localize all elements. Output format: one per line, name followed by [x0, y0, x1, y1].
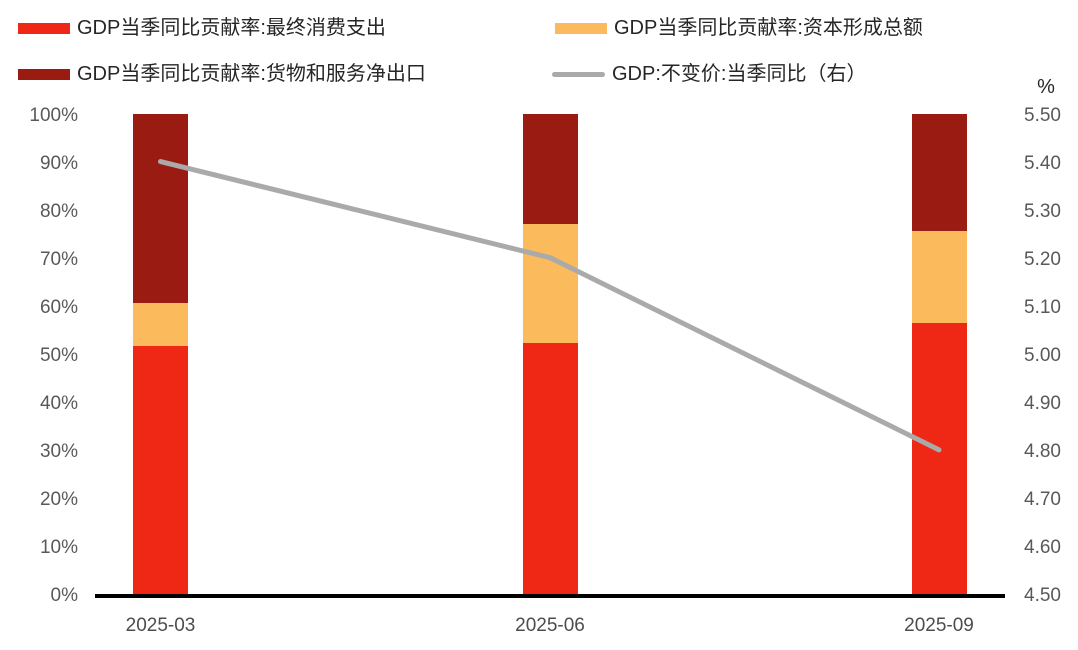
legend-item-gdp-line: GDP:不变价:当季同比（右） [552, 63, 866, 85]
legend-item-capital-formation: GDP当季同比贡献率:资本形成总额 [555, 17, 923, 39]
right-axis-tick: 5.20 [1024, 248, 1061, 270]
left-axis-tick: 80% [39, 200, 78, 222]
right-axis-tick: 5.10 [1024, 296, 1061, 318]
left-axis-tick: 10% [39, 536, 78, 558]
right-axis-tick: 4.70 [1024, 488, 1061, 510]
left-axis-tick: 100% [29, 104, 78, 126]
legend-label-gdp-line: GDP:不变价:当季同比（右） [612, 63, 867, 85]
bar-segment-2025-09 [911, 113, 967, 231]
left-axis-tick: 60% [39, 296, 78, 318]
bar-segment-2025-09 [911, 230, 967, 323]
bar-segment-2025-06 [522, 342, 578, 594]
left-axis-tick: 70% [39, 248, 78, 270]
legend-label-net-exports: GDP当季同比贡献率:货物和服务净出口 [77, 63, 426, 85]
left-axis-tick: 40% [39, 392, 78, 414]
bar-segment-2025-06 [522, 224, 578, 343]
x-axis-label-2025-03: 2025-03 [125, 615, 196, 636]
right-axis-tick: 4.90 [1024, 392, 1061, 414]
bar-segment-2025-06 [522, 113, 578, 224]
right-axis-tick: 4.50 [1024, 585, 1061, 606]
right-axis-tick: 5.40 [1024, 152, 1061, 174]
capital-formation-swatch-icon [555, 22, 607, 34]
legend-item-consumption: GDP当季同比贡献率:最终消费支出 [18, 17, 386, 39]
legend-item-net-exports: GDP当季同比贡献率:货物和服务净出口 [18, 63, 426, 85]
right-axis-tick: 5.30 [1024, 200, 1061, 222]
bar-segment-2025-03 [133, 345, 188, 594]
gdp-line-swatch-icon [552, 71, 605, 77]
left-axis-tick: 20% [39, 488, 78, 510]
legend-label-consumption: GDP当季同比贡献率:最终消费支出 [77, 17, 386, 39]
x-axis-label-2025-09: 2025-09 [904, 615, 974, 636]
right-axis-tick: 5.00 [1024, 344, 1061, 366]
legend-label-capital-formation: GDP当季同比贡献率:资本形成总额 [614, 17, 923, 39]
bar-segment-2025-03 [133, 302, 188, 346]
left-axis-tick: 90% [39, 152, 78, 174]
consumption-swatch-icon [18, 22, 70, 34]
right-axis-unit-label: % [1037, 76, 1055, 98]
left-axis-tick: 50% [39, 344, 78, 366]
right-axis-tick: 4.60 [1024, 536, 1061, 558]
bar-segment-2025-03 [133, 113, 188, 303]
left-axis-tick: 0% [50, 585, 78, 606]
left-axis-tick: 30% [39, 440, 78, 462]
net-exports-swatch-icon [18, 68, 70, 80]
x-axis-label-2025-06: 2025-06 [515, 615, 585, 636]
x-axis-baseline [95, 594, 1005, 598]
right-axis-tick: 4.80 [1024, 440, 1061, 462]
bar-segment-2025-09 [911, 322, 967, 594]
right-axis-tick: 5.50 [1024, 104, 1061, 126]
